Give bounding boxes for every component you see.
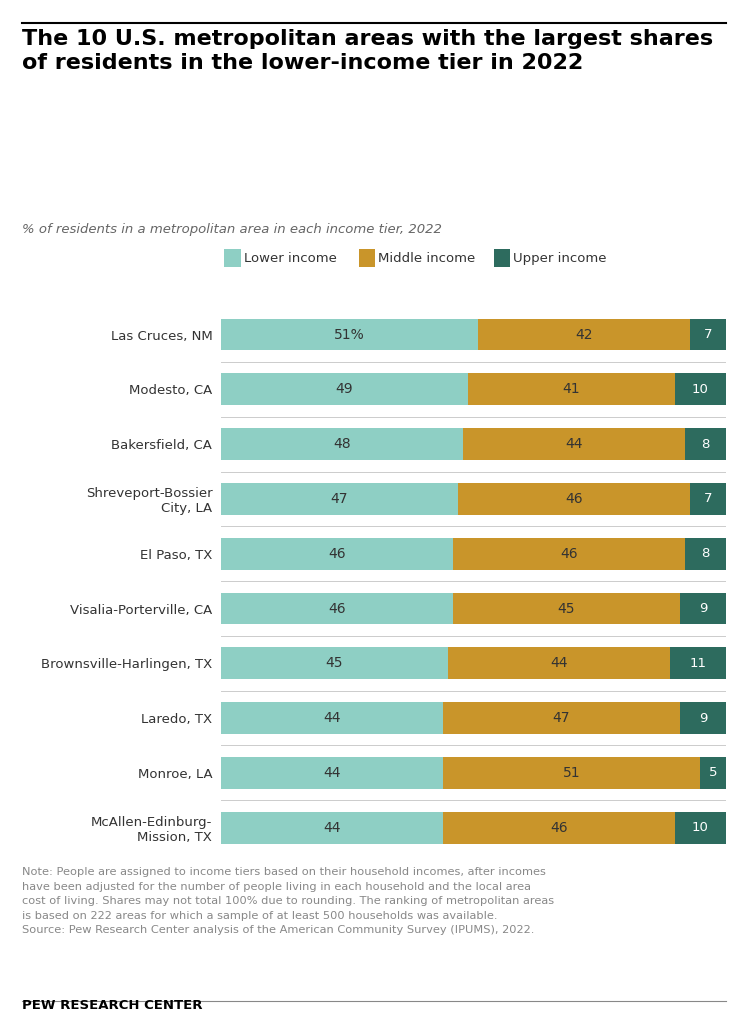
Bar <box>680 702 726 734</box>
Text: 46: 46 <box>328 601 346 615</box>
Text: % of residents in a metropolitan area in each income tier, 2022: % of residents in a metropolitan area in… <box>22 223 442 237</box>
Bar <box>221 318 478 350</box>
Text: 7: 7 <box>704 493 712 506</box>
Bar <box>685 538 726 569</box>
Text: 42: 42 <box>575 328 593 342</box>
Bar <box>221 702 443 734</box>
Bar <box>458 483 690 515</box>
Text: 51: 51 <box>562 766 580 780</box>
Bar <box>700 757 726 788</box>
Text: 51%: 51% <box>334 328 365 342</box>
Bar <box>221 812 443 844</box>
Text: 49: 49 <box>336 382 353 396</box>
Bar <box>675 812 726 844</box>
Text: 46: 46 <box>550 820 568 835</box>
Bar <box>690 483 726 515</box>
Text: 9: 9 <box>699 712 707 725</box>
Text: 45: 45 <box>325 656 343 671</box>
Bar <box>448 647 670 679</box>
Text: Middle income: Middle income <box>378 252 476 264</box>
Text: 44: 44 <box>565 437 583 452</box>
Text: 44: 44 <box>323 820 340 835</box>
Text: Note: People are assigned to income tiers based on their household incomes, afte: Note: People are assigned to income tier… <box>22 867 554 935</box>
Bar <box>453 538 685 569</box>
Text: 5: 5 <box>708 766 717 779</box>
Text: 46: 46 <box>560 547 578 561</box>
Text: 10: 10 <box>692 821 709 835</box>
Text: 47: 47 <box>553 711 570 725</box>
Text: 46: 46 <box>565 492 583 506</box>
Bar <box>443 812 675 844</box>
Text: 9: 9 <box>699 602 707 615</box>
Bar <box>443 702 680 734</box>
Bar <box>685 428 726 460</box>
Text: 46: 46 <box>328 547 346 561</box>
Text: 11: 11 <box>690 656 706 670</box>
Bar <box>670 647 726 679</box>
Text: 10: 10 <box>692 383 709 396</box>
Text: PEW RESEARCH CENTER: PEW RESEARCH CENTER <box>22 998 203 1012</box>
Bar <box>221 593 453 625</box>
Text: 48: 48 <box>333 437 351 452</box>
Text: 8: 8 <box>701 437 710 451</box>
Text: 44: 44 <box>323 766 340 780</box>
Bar <box>675 374 726 406</box>
Bar <box>221 374 468 406</box>
Text: 7: 7 <box>704 328 712 341</box>
Text: 45: 45 <box>558 601 575 615</box>
Bar <box>221 757 443 788</box>
Bar <box>221 483 458 515</box>
Bar <box>468 374 675 406</box>
Bar <box>478 318 690 350</box>
Bar <box>690 318 726 350</box>
Text: 41: 41 <box>562 382 580 396</box>
Bar <box>221 538 453 569</box>
Bar <box>453 593 680 625</box>
Bar <box>463 428 685 460</box>
Text: Upper income: Upper income <box>513 252 607 264</box>
Text: 44: 44 <box>551 656 568 671</box>
Bar <box>221 428 463 460</box>
Bar <box>443 757 700 788</box>
Text: Lower income: Lower income <box>244 252 337 264</box>
Text: The 10 U.S. metropolitan areas with the largest shares
of residents in the lower: The 10 U.S. metropolitan areas with the … <box>22 29 714 73</box>
Bar <box>221 647 448 679</box>
Bar <box>680 593 726 625</box>
Text: 8: 8 <box>701 547 710 560</box>
Text: 44: 44 <box>323 711 340 725</box>
Text: 47: 47 <box>331 492 348 506</box>
